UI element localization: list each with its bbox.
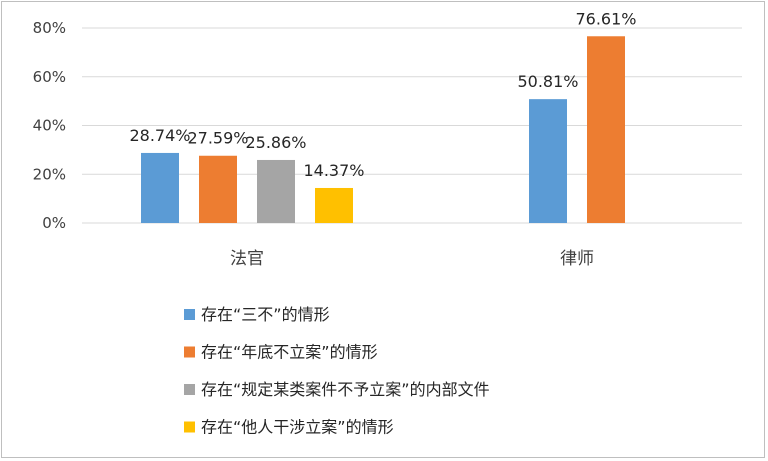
legend-swatch [184, 346, 195, 358]
legend-label: 存在“他人干涉立案”的情形 [201, 418, 394, 437]
bar [257, 159, 295, 223]
bar [315, 187, 353, 223]
legend-swatch [184, 421, 195, 433]
legend-label: 存在“规定某类案件不予立案”的内部文件 [201, 380, 490, 399]
legend-label: 存在“年底不立案”的情形 [201, 343, 378, 362]
data-label: 28.74% [129, 126, 190, 145]
data-labels: 28.74%27.59%25.86% 14.37% 50.81% 76.61% [129, 9, 636, 180]
data-label: 25.86% [245, 133, 306, 152]
bar [141, 152, 179, 223]
legend: 存在“三不”的情形存在“年底不立案”的情形存在“规定某类案件不予立案”的内部文件… [184, 305, 490, 437]
y-axis-ticks: 0% 20% 40% 60% 80% [33, 19, 66, 232]
bar [199, 155, 237, 223]
x-axis-categories: 法官 律师 [230, 249, 594, 269]
y-tick-label: 20% [33, 165, 66, 183]
bar [529, 99, 567, 223]
x-category-label: 律师 [560, 249, 594, 269]
legend-swatch [184, 384, 195, 395]
y-tick-label: 40% [33, 117, 66, 135]
bars [141, 36, 625, 224]
x-category-label: 法官 [230, 249, 264, 269]
legend-swatch [184, 309, 195, 320]
grid-lines [82, 27, 742, 224]
data-label: 76.61% [575, 9, 636, 28]
data-label: 50.81% [517, 72, 578, 91]
bar [587, 36, 625, 224]
y-tick-label: 0% [42, 214, 66, 232]
y-tick-label: 60% [33, 68, 66, 86]
data-label: 14.37% [303, 161, 364, 180]
legend-label: 存在“三不”的情形 [201, 305, 330, 324]
data-label: 27.59% [187, 129, 248, 148]
y-tick-label: 80% [33, 19, 66, 37]
